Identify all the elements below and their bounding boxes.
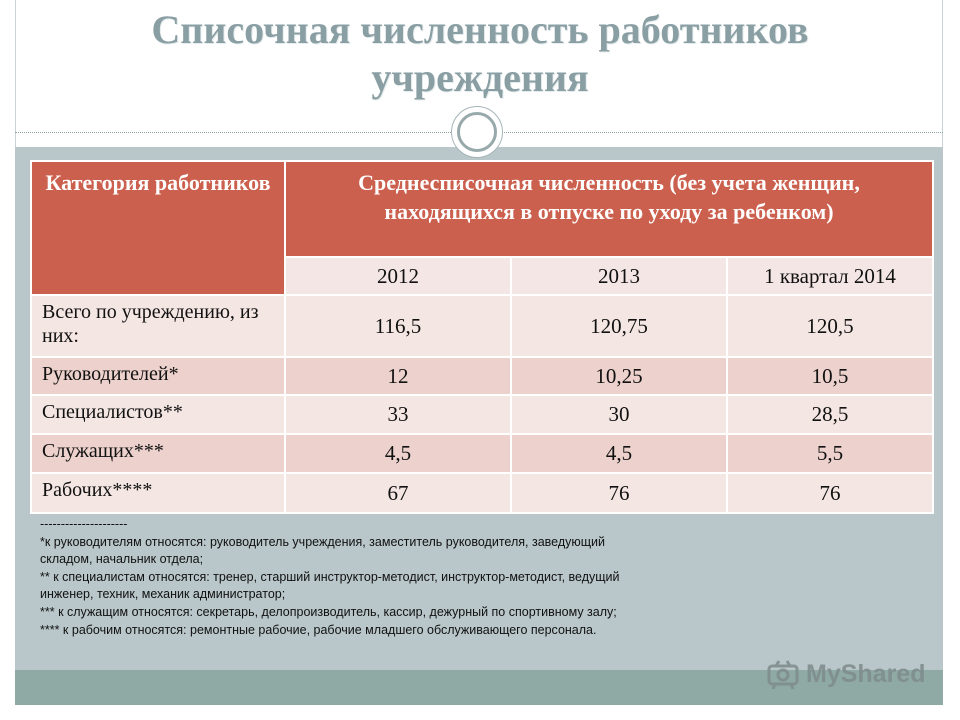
footnote: ** к специалистам относятся: тренер, ста… [40, 569, 620, 602]
watermark: MyShared [766, 654, 925, 694]
row-value: 10,25 [510, 356, 728, 396]
year-header: 2013 [510, 256, 728, 296]
projector-icon [767, 660, 799, 690]
table-row: Всего по учреждению, из них: 116,5 120,7… [30, 294, 935, 358]
table-row: Специалистов** 33 30 28,5 [30, 394, 935, 435]
row-value: 76 [510, 472, 728, 514]
row-category: Руководителей* [30, 356, 286, 396]
row-category: Рабочих**** [30, 472, 286, 514]
footnote: **** к рабочим относятся: ремонтные рабо… [40, 622, 597, 637]
table-row: Служащих*** 4,5 4,5 5,5 [30, 433, 935, 474]
row-value: 30 [510, 394, 728, 435]
main-header: Среднесписочная численность (без учета ж… [283, 160, 935, 258]
row-value: 116,5 [284, 294, 512, 358]
footnotes: --------------------- *к руководителям о… [40, 516, 640, 639]
row-value: 5,5 [725, 433, 935, 474]
table-row: Рабочих**** 67 76 76 [30, 472, 935, 514]
row-category: Специалистов** [30, 394, 286, 435]
row-value: 4,5 [284, 433, 512, 474]
row-value: 33 [284, 394, 512, 435]
row-value: 28,5 [725, 394, 935, 435]
year-header: 1 квартал 2014 [725, 256, 935, 296]
row-value: 120,75 [510, 294, 728, 358]
row-value: 10,5 [725, 356, 935, 396]
row-category: Служащих*** [30, 433, 286, 474]
row-category: Всего по учреждению, из них: [30, 294, 286, 358]
year-header: 2012 [284, 256, 512, 296]
footnote: *к руководителям относятся: руководитель… [40, 534, 605, 567]
row-value: 12 [284, 356, 512, 396]
page-title: Списочная численность работников учрежде… [151, 7, 809, 100]
category-header: Категория работников [30, 160, 286, 296]
ring-ornament-icon [451, 106, 503, 158]
row-value: 76 [725, 472, 935, 514]
footnote-separator: --------------------- [40, 517, 128, 531]
footnote: *** к служащим относятся: секретарь, дел… [40, 604, 617, 619]
row-value: 120,5 [725, 294, 935, 358]
row-value: 67 [284, 472, 512, 514]
staff-table: Категория работников Среднесписочная чис… [30, 160, 935, 514]
watermark-text: MyShared [806, 659, 926, 688]
row-value: 4,5 [510, 433, 728, 474]
table-row: Руководителей* 12 10,25 10,5 [30, 356, 935, 396]
